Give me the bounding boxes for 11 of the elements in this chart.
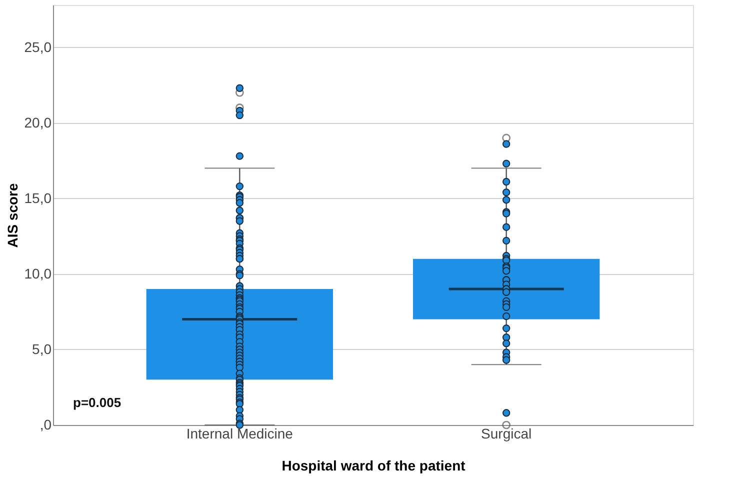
y-tick-label: 5,0: [32, 340, 52, 357]
annotation: p=0.005: [73, 395, 122, 410]
y-axis-title: AIS score: [4, 182, 20, 248]
y-tick-label: 10,0: [24, 265, 52, 282]
y-tick-label: 15,0: [24, 190, 52, 206]
y-tick-label: 25,0: [24, 38, 52, 55]
x-axis-title: Hospital ward of the patient: [282, 458, 466, 474]
y-tick-label: 20,0: [24, 114, 52, 130]
x-tick-label: Surgical: [481, 426, 532, 442]
y-tick-label: ,0: [40, 416, 52, 432]
x-tick-label: Internal Medicine: [186, 426, 294, 442]
